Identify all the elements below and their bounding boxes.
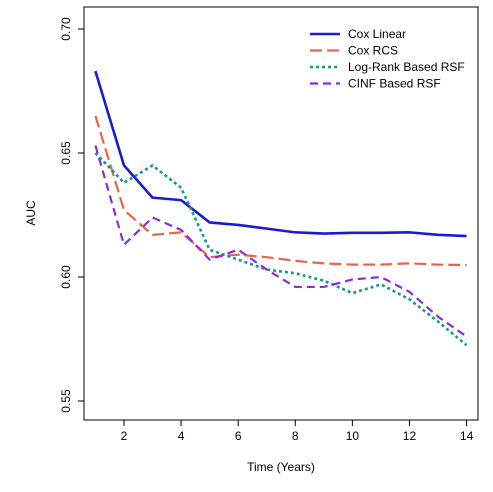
y-tick-label: 0.55 — [59, 389, 73, 413]
y-axis-label: AUC — [24, 200, 38, 226]
legend-label-0: Cox Linear — [348, 27, 406, 41]
y-tick-label: 0.65 — [59, 141, 73, 165]
x-tick-label: 6 — [235, 429, 242, 443]
series-line-1 — [94, 115, 467, 267]
x-tick-label: 12 — [403, 429, 417, 443]
y-axis: 0.55 0.60 0.65 0.70 — [59, 17, 84, 413]
series-line-3 — [94, 145, 468, 338]
legend-label-3: CINF Based RSF — [348, 77, 441, 91]
x-tick-label: 8 — [292, 429, 299, 443]
y-tick-label: 0.70 — [59, 17, 73, 41]
series-line-0 — [94, 70, 467, 238]
x-axis-label: Time (Years) — [247, 460, 315, 474]
series-line-2 — [94, 152, 468, 347]
y-tick-label: 0.60 — [59, 265, 73, 289]
x-tick-label: 14 — [460, 429, 474, 443]
series-lines — [94, 70, 468, 347]
x-tick-label: 4 — [178, 429, 185, 443]
x-tick-label: 2 — [121, 429, 128, 443]
legend-label-2: Log-Rank Based RSF — [348, 60, 465, 74]
x-axis: 2 4 6 8 10 12 14 — [121, 420, 474, 443]
legend: Cox Linear Cox RCS Log-Rank Based RSF CINF … — [310, 27, 465, 91]
plot-frame — [83, 6, 479, 421]
x-tick-label: 10 — [346, 429, 360, 443]
legend-label-1: Cox RCS — [348, 44, 398, 58]
